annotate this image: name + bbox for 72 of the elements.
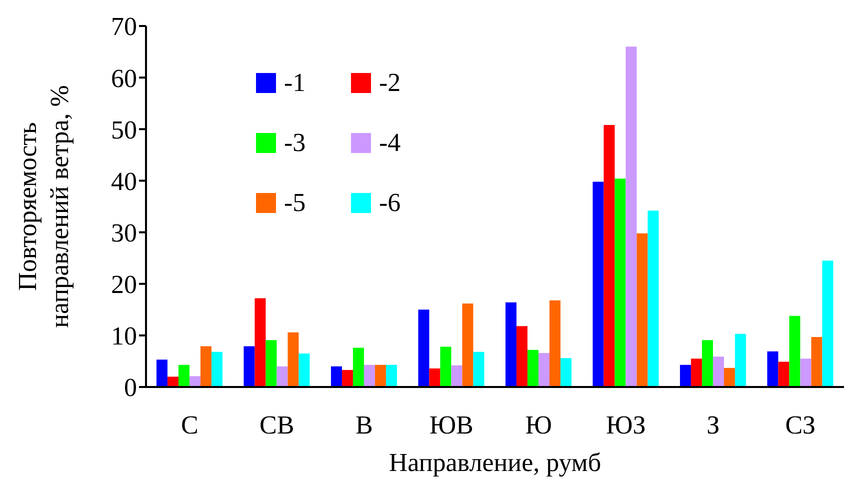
bar xyxy=(778,362,790,387)
bar xyxy=(189,376,200,387)
y-tick-label: 20 xyxy=(111,270,137,300)
bar xyxy=(680,364,691,387)
x-tick-label: В xyxy=(355,410,373,440)
bar xyxy=(298,353,310,387)
bar xyxy=(352,348,364,387)
bar xyxy=(462,303,474,387)
bar xyxy=(789,316,800,387)
x-tick-label: ЮЗ xyxy=(606,410,646,440)
bar xyxy=(648,210,659,387)
bar xyxy=(702,340,713,387)
bar xyxy=(364,364,375,387)
bar xyxy=(538,352,550,387)
bar xyxy=(614,178,626,387)
y-tick-label: 0 xyxy=(124,373,137,402)
bar xyxy=(800,358,812,387)
bar xyxy=(505,302,516,387)
bar xyxy=(386,364,397,387)
bar xyxy=(811,336,822,387)
bar xyxy=(451,365,462,387)
y-axis-title: Повторяемость направлений ветра, % xyxy=(13,85,74,328)
bar xyxy=(767,351,778,387)
legend-label: -1 xyxy=(284,68,306,98)
bar xyxy=(342,370,353,387)
x-tick-label: С xyxy=(180,410,198,440)
bar xyxy=(527,350,538,387)
bar xyxy=(604,125,615,387)
y-tick-label: 40 xyxy=(111,166,137,196)
y-tick-label: 10 xyxy=(111,322,137,351)
bar xyxy=(156,360,168,387)
bar xyxy=(211,352,222,387)
bar xyxy=(712,356,724,387)
x-axis-title: Направление, румб xyxy=(388,448,602,477)
bar xyxy=(734,334,746,387)
x-tick-label: СЗ xyxy=(785,410,816,440)
legend-label: -3 xyxy=(284,128,306,158)
x-tick-label: ЮВ xyxy=(429,410,474,440)
bar xyxy=(690,358,702,387)
bar xyxy=(254,298,266,387)
bar xyxy=(636,233,648,387)
bar xyxy=(167,376,178,387)
legend-label: -5 xyxy=(284,188,306,218)
bar xyxy=(276,366,288,387)
bar xyxy=(626,46,637,387)
bar xyxy=(440,346,452,387)
bar xyxy=(516,326,528,387)
y-tick-label: 50 xyxy=(111,115,137,144)
x-tick-label: З xyxy=(706,410,720,440)
bar xyxy=(724,368,735,387)
legend-label: -6 xyxy=(379,188,401,218)
bar xyxy=(244,346,255,387)
bar xyxy=(374,364,386,387)
bar xyxy=(178,364,190,387)
x-tick-label: СВ xyxy=(260,410,294,440)
y-tick-label: 30 xyxy=(111,218,137,248)
bar xyxy=(266,340,277,387)
legend-label: -4 xyxy=(379,128,401,158)
bar xyxy=(473,352,484,387)
bar xyxy=(288,332,299,387)
bar xyxy=(592,182,604,387)
bar xyxy=(418,310,430,387)
legend-label: -2 xyxy=(379,68,401,98)
bar xyxy=(560,358,572,387)
bar xyxy=(549,300,560,387)
x-tick-label: Ю xyxy=(525,410,552,440)
bar xyxy=(330,366,342,387)
y-tick-label: 60 xyxy=(111,64,137,93)
y-tick-label: 70 xyxy=(111,12,137,42)
bar xyxy=(200,346,212,387)
bar xyxy=(429,368,440,387)
bar xyxy=(822,260,834,387)
